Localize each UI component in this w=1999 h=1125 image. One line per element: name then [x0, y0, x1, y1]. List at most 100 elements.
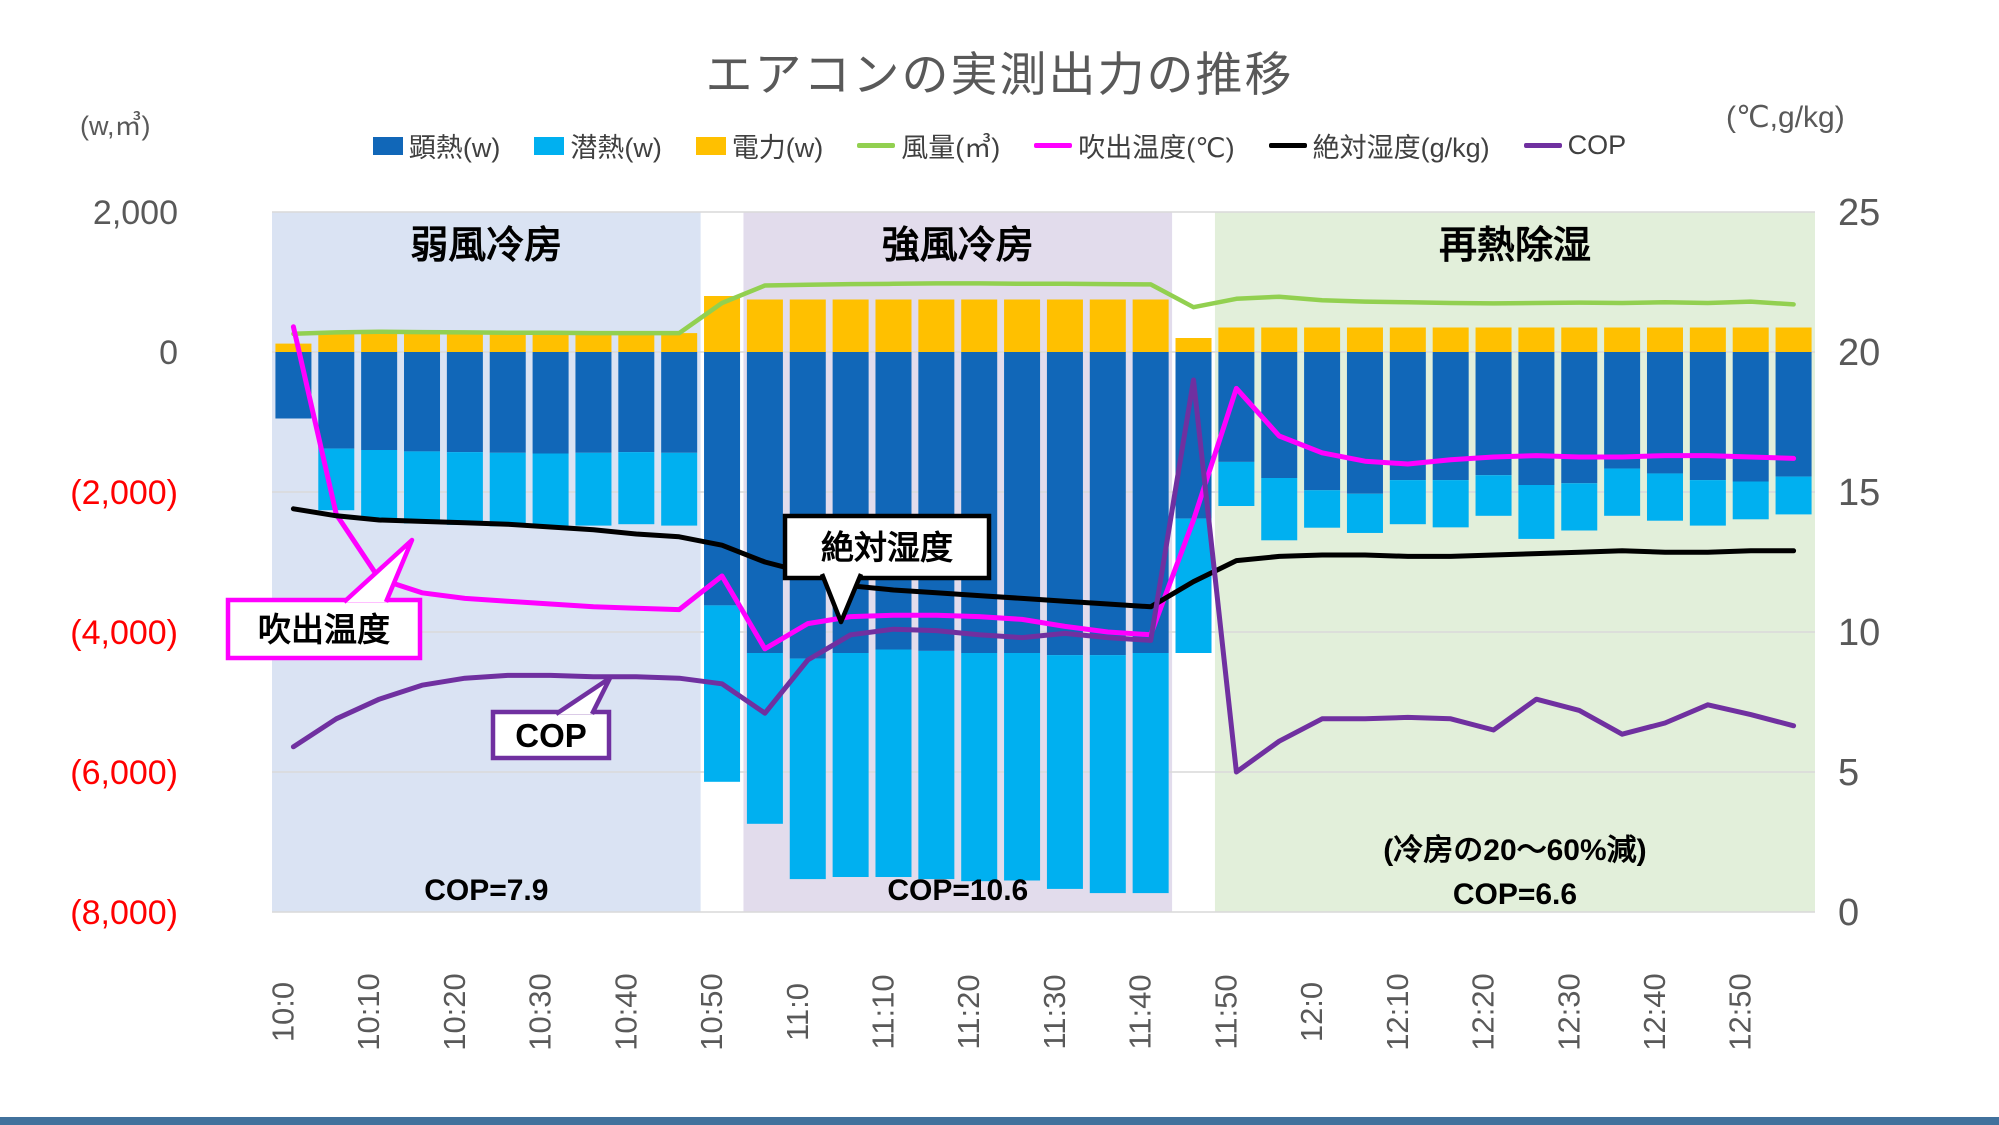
bar-sensible-heat — [532, 352, 569, 454]
right-axis-tick: 25 — [1838, 192, 1880, 234]
bar-sensible-heat — [1561, 352, 1598, 484]
region-bg-weak-cooling — [272, 212, 701, 912]
legend-swatch-abs-humidity — [1268, 143, 1307, 148]
right-axis-tick: 5 — [1838, 752, 1859, 794]
x-axis-tick: 12:30 — [1551, 973, 1586, 1051]
left-axis-tick: (4,000) — [70, 614, 178, 652]
bar-sensible-heat — [1304, 352, 1341, 491]
bar-sensible-heat — [1346, 352, 1383, 494]
bar-power — [832, 299, 869, 352]
bar-latent-heat — [875, 649, 912, 877]
outlet-temp-callout-box — [225, 597, 423, 661]
outlet-temp-callout-pointer — [342, 537, 415, 604]
bar-power — [1089, 299, 1126, 352]
x-axis-tick: 10:50 — [694, 973, 729, 1051]
x-axis-tick: 10:0 — [265, 982, 300, 1042]
bar-power — [489, 333, 526, 352]
bar-power — [918, 299, 955, 352]
legend-item-abs-humidity: 絶対湿度(g/kg) — [1268, 126, 1490, 165]
right-axis-unit: (℃,g/kg) — [1726, 101, 1845, 134]
line-abs-humidity — [290, 506, 1797, 610]
bar-power — [575, 333, 612, 352]
region-caption-strong-cooling: COP=10.6 — [887, 874, 1028, 907]
bar-sensible-heat — [404, 352, 441, 452]
bar-power — [1646, 327, 1683, 352]
bar-sensible-heat — [1004, 352, 1041, 653]
bar-power — [1304, 327, 1341, 352]
legend-label-cop: COP — [1567, 130, 1627, 160]
legend-item-sensible-heat: 顕熱(w) — [372, 126, 500, 165]
bar-power — [1346, 327, 1383, 352]
bar-power — [1132, 299, 1169, 352]
x-axis-tick: 10:40 — [608, 973, 643, 1051]
bar-power — [746, 299, 783, 352]
bar-latent-heat — [746, 653, 783, 824]
bar-latent-heat — [1218, 461, 1255, 506]
legend-swatch-outlet-temp — [1034, 143, 1073, 148]
bar-power — [318, 333, 355, 352]
bar-sensible-heat — [1218, 352, 1255, 462]
bar-latent-heat — [918, 650, 955, 880]
chart-title: エアコンの実測出力の推移 — [705, 48, 1294, 101]
bar-power — [1046, 299, 1083, 352]
bar-latent-heat — [1175, 518, 1212, 653]
bar-latent-heat — [532, 453, 569, 527]
x-axis-tick: 10:30 — [523, 973, 558, 1051]
x-axis-tick: 11:10 — [865, 974, 900, 1049]
bar-power — [661, 333, 698, 352]
left-axis-unit: (w,㎥) — [80, 111, 151, 141]
bar-latent-heat — [1089, 655, 1126, 894]
x-axis-tick: 11:50 — [1208, 974, 1243, 1049]
right-axis-tick: 20 — [1838, 332, 1880, 374]
bar-power — [404, 333, 441, 352]
bar-latent-heat — [1261, 478, 1298, 541]
bar-sensible-heat — [789, 352, 826, 659]
bar-sensible-heat — [361, 352, 398, 450]
bar-power — [1732, 327, 1769, 352]
x-axis-tick: 12:40 — [1637, 973, 1672, 1051]
legend-label-latent-heat: 潜熱(w) — [570, 133, 662, 163]
bar-power — [446, 333, 483, 352]
x-axis-tick: 10:20 — [437, 973, 472, 1051]
left-axis-tick: 2,000 — [93, 194, 178, 232]
bar-sensible-heat — [1604, 352, 1641, 469]
bar-latent-heat — [575, 452, 612, 526]
bar-power — [1261, 327, 1298, 352]
line-outlet-temp — [290, 324, 1797, 652]
bar-sensible-heat — [746, 352, 783, 653]
region-title-reheat-dehumid: 再熱除湿 — [1439, 224, 1591, 267]
bar-power — [1604, 327, 1641, 352]
bar-power — [1775, 327, 1812, 352]
bar-latent-heat — [1732, 481, 1769, 520]
abs-humidity-callout-label: 絶対湿度 — [821, 529, 953, 566]
legend-item-power: 電力(w) — [695, 126, 823, 165]
bar-latent-heat — [1689, 480, 1726, 526]
bar-latent-heat — [1389, 480, 1426, 525]
bar-power — [618, 333, 655, 352]
bar-sensible-heat — [961, 352, 998, 653]
bar-sensible-heat — [918, 352, 955, 651]
region-caption-weak-cooling: COP=7.9 — [424, 874, 548, 907]
bar-sensible-heat — [318, 352, 355, 449]
legend-item-latent-heat: 潜熱(w) — [534, 126, 662, 165]
bar-power — [275, 343, 312, 352]
bar-latent-heat — [489, 452, 526, 527]
legend-swatch-airflow — [857, 143, 896, 148]
left-axis-tick: (2,000) — [70, 474, 178, 512]
x-axis-tick: 11:40 — [1123, 974, 1158, 1049]
bar-power — [1004, 299, 1041, 352]
bar-power — [532, 333, 569, 352]
bar-sensible-heat — [875, 352, 912, 650]
right-axis-tick: 0 — [1838, 892, 1859, 934]
cop-callout-label: COP — [515, 717, 587, 754]
legend: 顕熱(w) 潜熱(w) 電力(w) 風量(㎥) 吹出温度(℃) 絶対湿度(g/kg) COP — [0, 126, 1999, 165]
line-airflow — [291, 281, 1796, 337]
bar-latent-heat — [661, 452, 698, 526]
bar-latent-heat — [446, 452, 483, 525]
legend-label-outlet-temp: 吹出温度(℃) — [1078, 133, 1235, 163]
bar-latent-heat — [1561, 483, 1598, 531]
bar-sensible-heat — [704, 352, 741, 606]
region-bg-reheat-dehumid — [1214, 212, 1815, 912]
bar-power — [1218, 327, 1255, 352]
